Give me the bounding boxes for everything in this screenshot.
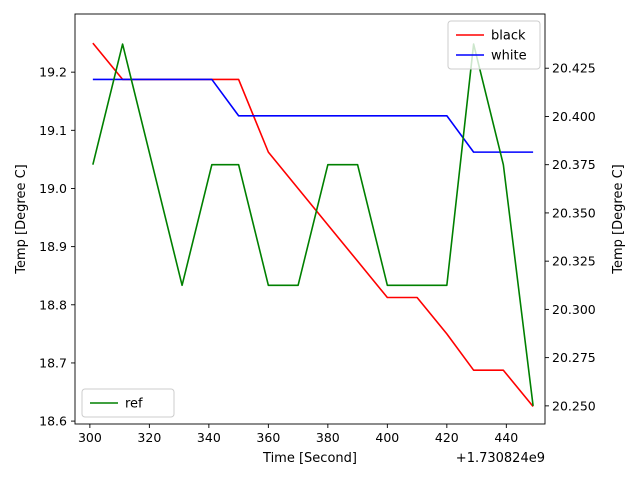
x-tick-label: 300 [78, 430, 102, 445]
y-right-tick-label: 20.300 [552, 302, 596, 317]
y-right-tick-label: 20.400 [552, 109, 596, 124]
legend-label-black: black [491, 29, 526, 44]
x-tick-label: 400 [375, 430, 399, 445]
y-left-tick-label: 19.0 [39, 181, 67, 196]
y-left-tick-label: 18.6 [39, 414, 67, 429]
y-right-tick-label: 20.325 [552, 254, 596, 269]
legend-1: ref [81, 388, 175, 418]
series-line-white [92, 78, 534, 153]
y-left-tick-label: 18.9 [39, 239, 67, 254]
x-offset-label: +1.730824e9 [456, 451, 545, 466]
y-left-tick-label: 18.8 [39, 297, 67, 312]
y-left-tick-label: 18.7 [39, 355, 67, 370]
y-right-tick-label: 20.250 [552, 398, 596, 413]
legend-box [447, 20, 541, 70]
x-axis-label: Time [Second] [262, 451, 357, 466]
x-tick-label: 320 [137, 430, 161, 445]
legend-label-white: white [491, 49, 527, 64]
y-right-tick-label: 20.350 [552, 205, 596, 220]
series-line-ref [92, 43, 534, 406]
x-tick-label: 440 [494, 430, 518, 445]
plot-frame [74, 13, 546, 425]
legend-0: black white [447, 20, 541, 70]
y-left-tick-label: 19.1 [39, 123, 67, 138]
y-right-tick-label: 20.425 [552, 61, 596, 76]
legend-label-ref: ref [125, 397, 143, 412]
y-right-tick-label: 20.375 [552, 157, 596, 172]
x-tick-label: 380 [316, 430, 340, 445]
y-right-tick-label: 20.275 [552, 350, 596, 365]
legend-box [81, 388, 175, 418]
x-tick-label: 340 [197, 430, 221, 445]
x-tick-label: 360 [256, 430, 280, 445]
x-tick-label: 420 [435, 430, 459, 445]
y-right-axis-label: Temp [Degree C] [611, 164, 626, 274]
y-left-axis-label: Temp [Degree C] [14, 164, 29, 274]
y-left-tick-label: 19.2 [39, 65, 67, 80]
